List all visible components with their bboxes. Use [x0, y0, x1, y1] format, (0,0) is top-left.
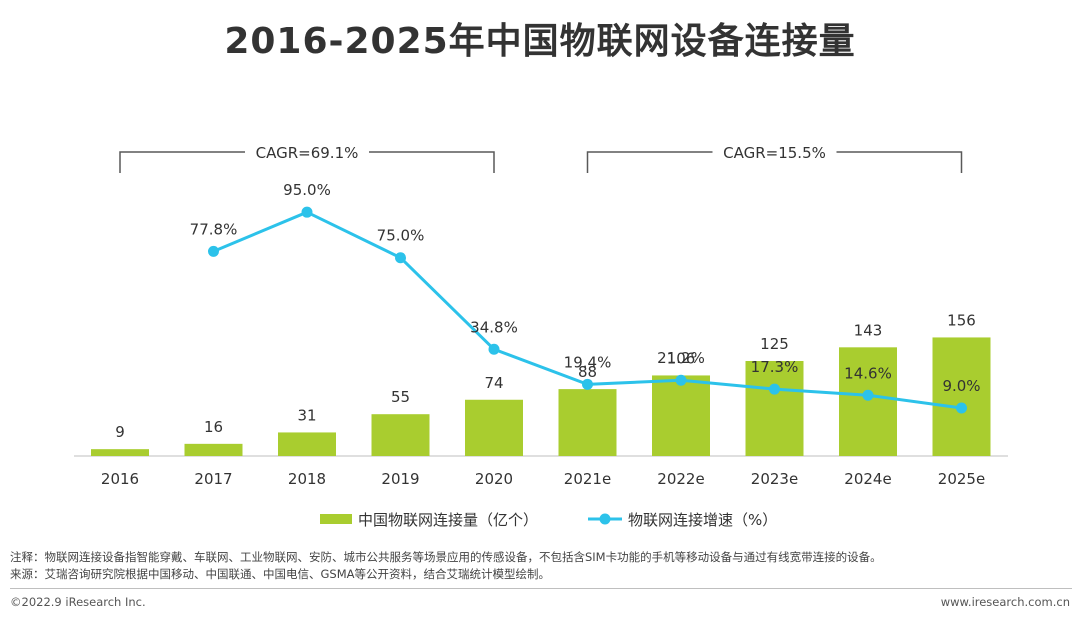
legend-bar-swatch	[320, 514, 352, 524]
bar-value-label-2020: 74	[484, 374, 503, 392]
growth-point-2022e	[675, 374, 687, 386]
bar-value-label-2018: 31	[297, 406, 316, 424]
bar-value-label-2021e: 88	[578, 363, 597, 381]
x-tick-label-2016: 2016	[101, 470, 139, 488]
bar-2024e	[839, 347, 897, 456]
bar-2018	[278, 432, 336, 456]
growth-point-2020	[488, 343, 500, 355]
x-tick-label-2023e: 2023e	[751, 470, 798, 488]
chart-source: 来源：艾瑞咨询研究院根据中国移动、中国联通、中国电信、GSMA等公开资料，结合艾…	[10, 567, 550, 581]
bar-value-label-2022e: 106	[667, 349, 696, 367]
growth-value-label-2023e: 17.3%	[751, 358, 799, 376]
growth-point-2017	[208, 245, 219, 257]
cagr-label-1: CAGR=69.1%	[256, 144, 359, 162]
bar-value-label-2024e: 143	[854, 321, 883, 339]
x-tick-label-2018: 2018	[288, 470, 326, 488]
bar-2016	[91, 449, 149, 456]
growth-value-label-2018: 95.0%	[283, 181, 331, 199]
chart-title: 2016-2025年中国物联网设备连接量	[224, 21, 856, 62]
growth-value-label-2020: 34.8%	[470, 318, 518, 336]
growth-point-2018	[301, 206, 313, 218]
x-tick-label-2022e: 2022e	[657, 470, 704, 488]
x-tick-label-2019: 2019	[381, 470, 419, 488]
bar-2017	[184, 443, 243, 456]
cagr-bracket-right-2	[836, 151, 963, 173]
cagr-label-2: CAGR=15.5%	[723, 144, 826, 162]
x-tick-label-2020: 2020	[475, 470, 513, 488]
bar-value-label-2025e: 156	[947, 311, 976, 329]
bar-2019	[371, 414, 430, 456]
legend-bar-label: 中国物联网连接量（亿个）	[358, 511, 538, 529]
growth-value-label-2024e: 14.6%	[844, 364, 892, 382]
bar-2020	[465, 399, 523, 456]
growth-point-2024e	[862, 389, 874, 401]
bar-2021e	[558, 389, 617, 456]
chart-note: 注释：物联网连接设备指智能穿戴、车联网、工业物联网、安防、城市公共服务等场景应用…	[10, 550, 882, 564]
x-tick-label-2021e: 2021e	[564, 470, 611, 488]
growth-value-label-2022e: 21.2%	[657, 349, 705, 367]
x-tick-label-2024e: 2024e	[844, 470, 891, 488]
x-tick-label-2017: 2017	[194, 470, 232, 488]
bar-value-label-2019: 55	[391, 388, 410, 406]
growth-point-2019	[395, 252, 406, 264]
copyright-text: ©2022.9 iResearch Inc.	[10, 595, 146, 609]
website-link[interactable]: www.iresearch.com.cn	[940, 595, 1070, 609]
growth-value-label-2025e: 9.0%	[942, 377, 980, 395]
bar-2022e	[652, 375, 710, 456]
cagr-bracket-right-1	[369, 151, 495, 173]
legend-line-marker	[599, 513, 611, 525]
growth-value-label-2017: 77.8%	[190, 220, 238, 238]
growth-point-2021e	[582, 378, 593, 390]
growth-value-label-2019: 75.0%	[377, 227, 425, 245]
bar-value-label-2023e: 125	[760, 335, 789, 353]
bar-value-label-2016: 9	[115, 423, 125, 441]
x-tick-label-2025e: 2025e	[938, 470, 985, 488]
footer-divider	[10, 588, 1072, 589]
growth-point-2023e	[769, 383, 780, 395]
chart-canvas: 92016162017312018552019742020882021e1062…	[74, 144, 1008, 529]
bar-2023e	[745, 361, 804, 456]
legend-line-label: 物联网连接增速（%）	[628, 511, 777, 529]
bar-value-label-2017: 16	[204, 418, 223, 436]
cagr-bracket-left-2	[586, 151, 713, 173]
bar-2025e	[932, 337, 991, 456]
growth-value-label-2021e: 19.4%	[564, 353, 612, 371]
growth-point-2025e	[956, 402, 967, 414]
cagr-bracket-left-1	[119, 151, 245, 173]
